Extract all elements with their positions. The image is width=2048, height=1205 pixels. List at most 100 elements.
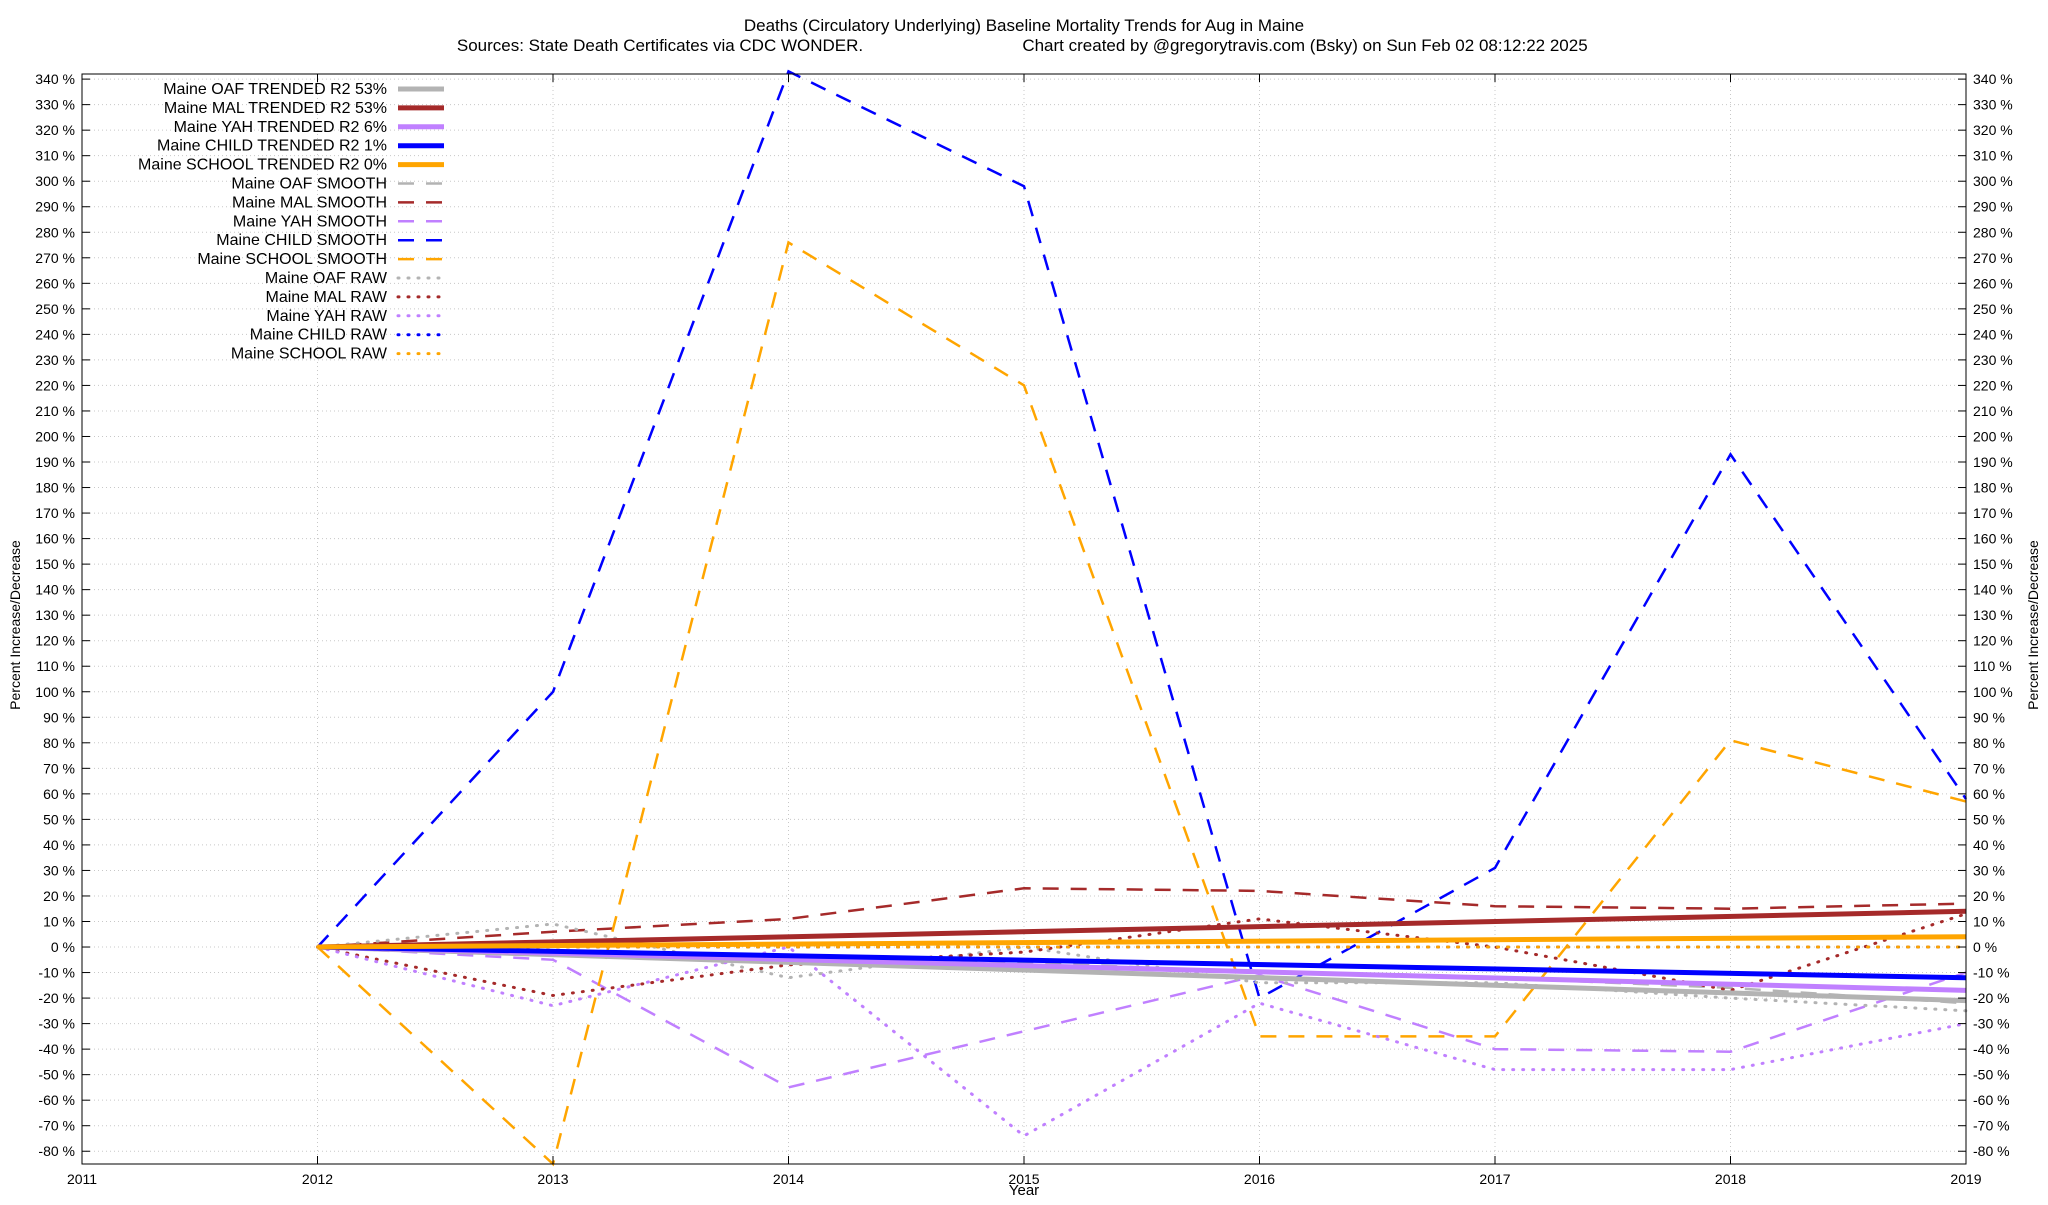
y-tick-label-left: 10 % [43,913,75,929]
legend-label: Maine CHILD SMOOTH [216,232,387,249]
legend-label: Maine MAL TRENDED R2 53% [164,100,387,117]
y-tick-label-right: 340 % [1973,71,2013,87]
y-tick-label-right: 260 % [1973,275,2013,291]
y-tick-label-left: 0 % [51,939,75,955]
y-tick-label-right: -10 % [1973,965,2010,981]
y-tick-label-left: 190 % [35,454,75,470]
y-tick-label-right: 120 % [1973,633,2013,649]
y-tick-label-right: 210 % [1973,403,2013,419]
y-tick-label-left: 290 % [35,199,75,215]
y-tick-label-left: 340 % [35,71,75,87]
y-tick-label-right: -40 % [1973,1041,2010,1057]
y-tick-label-left: 80 % [43,735,75,751]
y-tick-label-left: 110 % [36,658,75,674]
y-tick-label-right: 100 % [1973,684,2013,700]
y-tick-label-left: 60 % [43,786,75,802]
x-tick-label: 2012 [302,1171,333,1187]
x-tick-label: 2017 [1479,1171,1510,1187]
legend-label: Maine OAF RAW [265,270,388,287]
tick-layer: -80 % -80 % -70 % -70 % -60 % -60 % -50 % -50 %… [35,71,2012,1187]
x-tick-label: 2014 [773,1171,804,1187]
y-tick-label-right: 200 % [1973,428,2013,444]
y-tick-label-left: 220 % [35,377,75,393]
legend-label: Maine SCHOOL RAW [231,346,388,363]
y-tick-label-left: 100 % [35,684,75,700]
y-tick-label-left: 70 % [43,760,75,776]
y-tick-label-left: 210 % [35,403,75,419]
y-tick-label-left: -70 % [38,1118,75,1134]
y-tick-label-right: 180 % [1973,480,2013,496]
series-line-maine-child-trended-r2-1 [317,944,1967,981]
legend-label: Maine OAF TRENDED R2 53% [163,81,387,98]
y-tick-label-right: 0 % [1973,939,1997,955]
y-tick-label-right: -60 % [1973,1092,2010,1108]
series-line-maine-yah-raw [316,945,1968,1138]
y-tick-label-left: 140 % [35,582,75,598]
y-tick-label-right: 70 % [1973,760,2005,776]
y-tick-label-right: 60 % [1973,786,2005,802]
y-tick-label-left: 30 % [43,862,75,878]
y-tick-label-left: 280 % [35,224,75,240]
y-tick-label-right: -50 % [1973,1067,2010,1083]
y-tick-label-right: 140 % [1973,582,2013,598]
series-line-maine-yah-smooth [317,945,1967,1089]
y-tick-label-right: -20 % [1973,990,2010,1006]
x-tick-label: 2018 [1715,1171,1746,1187]
x-tick-label: 2013 [537,1171,568,1187]
y-tick-label-right: 40 % [1973,837,2005,853]
y-tick-label-right: 250 % [1973,301,2013,317]
x-tick-label: 2016 [1244,1171,1275,1187]
y-tick-label-right: 50 % [1973,811,2005,827]
chart-title: Deaths (Circulatory Underlying) Baseline… [744,16,1304,35]
series-line-maine-mal-smooth [317,887,1967,949]
y-tick-label-left: -40 % [38,1041,75,1057]
y-tick-label-left: 240 % [35,326,75,342]
y-tick-label-left: 230 % [35,352,75,368]
y-tick-label-left: 160 % [35,531,75,547]
y-tick-label-right: 300 % [1973,173,2013,189]
legend-label: Maine YAH TRENDED R2 6% [174,119,387,136]
legend: Maine OAF TRENDED R2 53% Maine MAL TRENDE… [138,81,446,363]
y-tick-label-left: 170 % [35,505,75,521]
y-tick-label-right: -70 % [1973,1118,2010,1134]
legend-label: Maine MAL SMOOTH [232,194,387,211]
y-tick-label-left: 180 % [35,480,75,496]
y-tick-label-right: 280 % [1973,224,2013,240]
y-tick-label-left: 270 % [35,250,75,266]
y-axis-label-left: Percent Increase/Decrease [7,540,23,710]
y-tick-label-right: 150 % [1973,556,2013,572]
y-tick-label-left: -10 % [38,965,75,981]
y-tick-label-right: 20 % [1973,888,2005,904]
series-line-maine-mal-raw [316,912,1968,998]
legend-label: Maine SCHOOL SMOOTH [197,251,387,268]
y-tick-label-left: 90 % [43,709,75,725]
y-tick-label-left: -20 % [38,990,75,1006]
legend-label: Maine SCHOOL TRENDED R2 0% [138,157,387,174]
y-tick-label-right: 320 % [1973,122,2013,138]
y-tick-label-left: 120 % [35,633,75,649]
y-tick-label-left: -50 % [38,1067,75,1083]
chart-subtitle-left: Sources: State Death Certificates via CD… [457,36,863,55]
y-tick-label-left: 310 % [35,148,75,164]
y-tick-label-right: 30 % [1973,862,2005,878]
y-tick-label-left: 330 % [35,97,75,113]
y-tick-label-left: 20 % [43,888,75,904]
y-tick-label-left: 260 % [35,275,75,291]
y-tick-label-left: 50 % [43,811,75,827]
y-tick-label-right: 220 % [1973,377,2013,393]
y-tick-label-right: -30 % [1973,1016,2010,1032]
y-tick-label-left: -60 % [38,1092,75,1108]
y-tick-label-left: 150 % [35,556,75,572]
x-axis-label: Year [1009,1182,1039,1199]
y-tick-label-right: 230 % [1973,352,2013,368]
y-tick-label-right: 240 % [1973,326,2013,342]
x-tick-label: 2015 [1008,1171,1039,1187]
legend-label: Maine CHILD RAW [250,327,388,344]
y-tick-label-left: 40 % [43,837,75,853]
legend-label: Maine MAL RAW [265,289,387,306]
y-tick-label-left: 250 % [35,301,75,317]
legend-label: Maine YAH SMOOTH [233,213,387,230]
y-tick-label-right: 310 % [1973,148,2013,164]
y-tick-label-right: 190 % [1973,454,2013,470]
